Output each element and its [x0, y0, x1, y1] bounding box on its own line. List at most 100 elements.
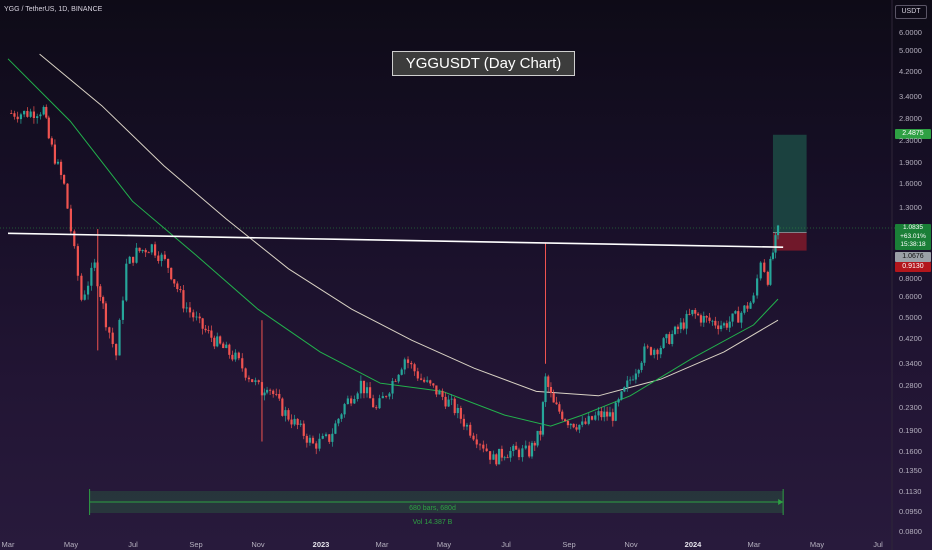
price-tick-label: 0.5000 [899, 313, 922, 322]
candle-body [198, 316, 201, 319]
candle-body [539, 430, 542, 435]
candle-body [606, 411, 609, 417]
target-price-tag: 2.4875 [895, 129, 931, 139]
price-tick-label: 0.0950 [899, 507, 922, 516]
candle-body [459, 407, 462, 419]
time-tick-label: Sep [189, 540, 203, 549]
candle-body [547, 376, 550, 387]
candle-body [749, 302, 752, 309]
candle-body [515, 445, 518, 450]
candle-body [665, 334, 668, 339]
candle-body [776, 225, 780, 236]
candle-body [346, 398, 349, 405]
candle-body [456, 407, 459, 414]
candle-body [634, 373, 637, 380]
candle-body [429, 380, 432, 384]
candle-body [419, 378, 423, 380]
candle-body [512, 445, 515, 452]
candle-body [90, 267, 93, 286]
candle-body [676, 326, 680, 330]
candle-body [646, 346, 649, 348]
candle-body [263, 392, 266, 396]
candle-body [241, 358, 244, 369]
candle-body [73, 231, 76, 247]
candle-body [305, 435, 308, 443]
time-tick-label: Sep [562, 540, 576, 549]
time-tick-label: May [63, 540, 79, 549]
candle-body [138, 247, 141, 252]
candle-body [541, 402, 545, 435]
candle-body [167, 258, 170, 268]
candle-body [173, 279, 176, 284]
candle-body [308, 437, 311, 443]
candle-body [774, 235, 777, 253]
candle-body [696, 313, 700, 316]
time-tick-label: Jul [873, 540, 883, 549]
candle-body [278, 393, 281, 399]
currency-button[interactable]: USDT [895, 5, 927, 19]
candle-body [763, 262, 766, 272]
candle-body [147, 252, 150, 254]
candle-body [705, 315, 708, 318]
price-tick-label: 0.8000 [899, 274, 922, 283]
candle-body [237, 352, 240, 359]
candle-body [144, 249, 147, 253]
candle-body [391, 380, 394, 394]
candle-body [62, 174, 66, 184]
candle-body [83, 294, 86, 300]
candle-body [413, 364, 416, 372]
candle-body [631, 379, 635, 381]
candle-body [115, 344, 118, 356]
candle-body [659, 347, 662, 355]
candle-body [93, 262, 96, 268]
candle-body [482, 444, 485, 449]
candle-body [743, 305, 746, 313]
candle-body [702, 315, 705, 323]
candle-body [284, 410, 287, 416]
candle-body [86, 285, 90, 295]
candle-body [311, 437, 315, 444]
candle-body [447, 399, 450, 407]
candle-body [104, 303, 108, 328]
candle-body [170, 267, 173, 280]
candle-body [293, 418, 296, 425]
entry-price-tag: 1.0676 [895, 252, 931, 262]
ma-fast-line [7, 58, 779, 427]
candle-body [182, 290, 185, 309]
candle-body [453, 398, 456, 414]
candle-body [497, 448, 501, 465]
candle-body [608, 412, 612, 417]
candle-body [337, 418, 340, 424]
candle-body [394, 380, 397, 382]
candle-body [42, 106, 45, 115]
candle-body [584, 421, 587, 424]
last-price-value: 1.0835 [903, 224, 923, 231]
resistance-line [7, 232, 784, 249]
candle-body [153, 244, 157, 256]
candle-body [623, 387, 626, 392]
candle-body [640, 362, 643, 370]
candle-body [722, 323, 726, 326]
candle-body [185, 307, 188, 309]
candle-body [720, 325, 723, 330]
price-tick-label: 3.4000 [899, 92, 922, 101]
candle-body [740, 312, 743, 323]
candle-body [756, 278, 759, 296]
candle-body [478, 444, 482, 446]
candle-body [766, 271, 769, 285]
symbol-label[interactable]: YGG / TetherUS, 1D, BINANCE [4, 6, 103, 13]
candle-body [708, 317, 711, 321]
price-tick-label: 0.1900 [899, 426, 922, 435]
candle-body [423, 379, 426, 382]
price-tick-label: 6.0000 [899, 28, 922, 37]
candle-body [108, 327, 111, 333]
candle-body [59, 161, 63, 175]
candle-body [569, 423, 572, 426]
candle-body [281, 398, 284, 416]
range-volume-label: Vol 14.387 B [412, 519, 453, 526]
candle-body [254, 380, 257, 383]
candle-body [210, 330, 213, 338]
candle-body [416, 371, 419, 379]
